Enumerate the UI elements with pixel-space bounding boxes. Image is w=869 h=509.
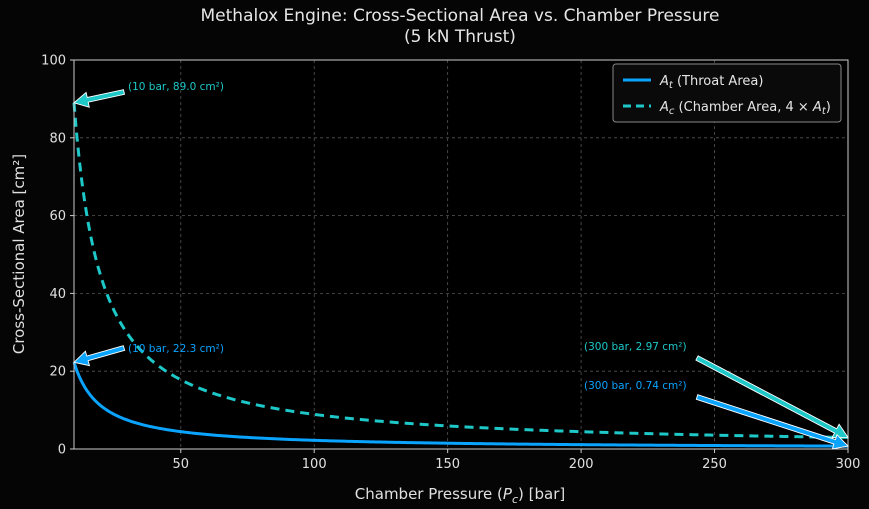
annotation: (10 bar, 89.0 cm²) (73, 81, 224, 108)
annotation-label: (300 bar, 2.97 cm²) (584, 341, 687, 353)
legend-chamber-text: (Chamber Area, 4 × (674, 100, 813, 115)
annotation-arrow (695, 355, 849, 439)
x-tick-label: 200 (569, 457, 594, 472)
legend-chamber-symbol: A (659, 100, 669, 115)
tick-labels: 50 100 150 200 250 300 0 20 40 60 80 100 (41, 54, 860, 473)
x-tick-label: 50 (172, 457, 189, 472)
series-line-chamber (72, 102, 849, 439)
x-axis-label-tail: ) [bar] (518, 485, 565, 503)
plot-border (73, 59, 849, 450)
legend-chamber-subscript2: t (822, 106, 827, 117)
chart-title: Methalox Engine: Cross-Sectional Area vs… (201, 6, 720, 26)
annotation-arrow (695, 394, 849, 450)
annotations: (10 bar, 89.0 cm²) (10 bar, 22.3 cm²) (300… (73, 81, 849, 450)
annotation: (10 bar, 22.3 cm²) (73, 343, 224, 367)
legend-chamber-close: ) (826, 100, 831, 115)
x-tick-label: 100 (302, 457, 327, 472)
x-axis-label-subscript: c (512, 493, 518, 506)
legend-throat-text: (Throat Area) (673, 74, 764, 89)
annotation-arrow (73, 345, 126, 367)
y-tick-label: 20 (49, 365, 66, 380)
legend-box (612, 63, 842, 123)
y-tick-label: 40 (49, 287, 66, 302)
legend-chamber-symbol2: A (812, 100, 822, 115)
annotation: (300 bar, 2.97 cm²) (584, 341, 849, 439)
legend-label-throat: At (Throat Area) (659, 74, 763, 91)
legend-chamber-subscript: c (669, 106, 675, 117)
x-tick-label: 150 (435, 457, 460, 472)
legend-label-chamber: Ac (Chamber Area, 4 × At) (659, 100, 831, 117)
legend-throat-symbol: A (659, 74, 669, 89)
annotation-label: (300 bar, 0.74 cm²) (584, 380, 687, 392)
plot-area (74, 60, 848, 449)
annotation-label: (10 bar, 22.3 cm²) (128, 343, 224, 355)
annotation: (300 bar, 0.74 cm²) (584, 380, 849, 450)
y-tick-label: 60 (49, 209, 66, 224)
legend-throat-subscript: t (669, 80, 674, 91)
y-tick-label: 0 (58, 443, 66, 458)
chart-subtitle: (5 kN Thrust) (404, 27, 516, 47)
x-tick-label: 250 (702, 457, 727, 472)
x-axis-label-main: Chamber Pressure ( (355, 485, 503, 503)
series-line-throat (72, 361, 849, 448)
y-tick-label: 80 (49, 131, 66, 146)
y-tick-label: 100 (41, 54, 66, 69)
annotation-arrow (73, 89, 126, 108)
x-axis-label-symbol: P (503, 485, 513, 503)
x-tick-label: 300 (836, 457, 861, 472)
x-axis-label: Chamber Pressure (Pc) [bar] (355, 485, 565, 506)
legend: At (Throat Area) Ac (Chamber Area, 4 × A… (612, 63, 842, 123)
series-layer (72, 102, 849, 448)
y-axis-label: Cross-Sectional Area [cm²] (10, 154, 28, 354)
annotation-label: (10 bar, 89.0 cm²) (128, 81, 224, 93)
